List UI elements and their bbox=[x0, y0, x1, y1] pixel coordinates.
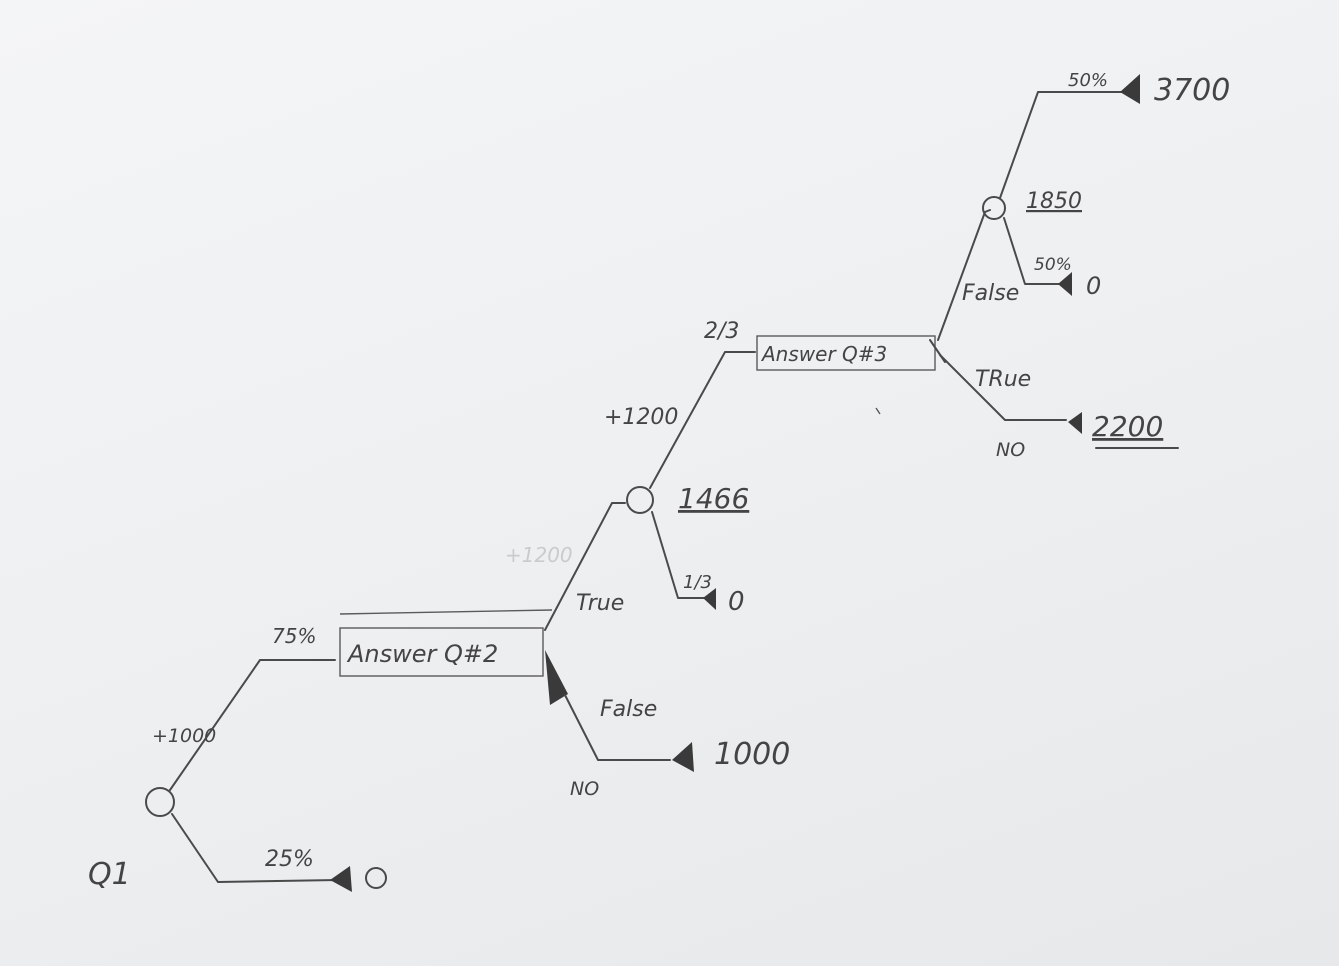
q2-chance-lower-branch bbox=[651, 511, 706, 599]
q2-true-branch bbox=[544, 502, 626, 631]
q2-up-prob: 2/3 bbox=[704, 319, 739, 344]
ghost-reward-label: +1200 bbox=[505, 543, 573, 567]
q3-false-branch bbox=[937, 209, 991, 341]
stray-mark bbox=[875, 407, 881, 415]
q2-false-label: False bbox=[600, 697, 657, 722]
q1-chance-node bbox=[145, 787, 175, 817]
q2-lose-terminal-icon bbox=[703, 588, 716, 610]
q2-up-reward: +1200 bbox=[604, 405, 678, 430]
q3-win-value: 3700 bbox=[1154, 73, 1230, 108]
q3-lose-terminal-icon bbox=[1058, 272, 1072, 296]
q2-down-prob: 1/3 bbox=[683, 572, 712, 593]
q2-no-label: NO bbox=[570, 778, 599, 800]
q2-chance-value: 1466 bbox=[678, 482, 749, 515]
q2-true-label: True bbox=[576, 591, 624, 616]
q3-true-label: TRue bbox=[975, 367, 1031, 392]
q3-chance-upper-branch bbox=[999, 91, 1125, 199]
answer-q2-label: Answer Q#2 bbox=[346, 640, 498, 668]
q1-up-reward: +1000 bbox=[152, 725, 216, 747]
q3-win-terminal-icon bbox=[1120, 74, 1140, 104]
answer-q2-box-top bbox=[339, 609, 553, 615]
q3-lose-value: 0 bbox=[1086, 272, 1101, 300]
q1-label: Q1 bbox=[88, 857, 131, 892]
q2-lose-value: 0 bbox=[728, 587, 745, 617]
q3-up-prob: 50% bbox=[1068, 70, 1108, 91]
q1-lose-terminal-icon bbox=[330, 866, 352, 892]
q2-stop-value: 1000 bbox=[714, 737, 790, 772]
q1-upper-branch bbox=[169, 659, 336, 791]
answer-q3-label: Answer Q#3 bbox=[760, 342, 887, 366]
q2-false-branch bbox=[564, 694, 671, 761]
q3-stop-terminal-icon bbox=[1068, 412, 1082, 434]
q2-chance-node bbox=[626, 486, 654, 514]
q3-chance-value: 1850 bbox=[1026, 189, 1082, 214]
q2-decision-marker bbox=[545, 650, 568, 705]
q1-down-prob: 25% bbox=[265, 847, 314, 872]
q3-down-prob: 50% bbox=[1034, 255, 1072, 275]
q1-lose-outcome bbox=[365, 867, 387, 889]
q1-up-prob: 75% bbox=[272, 624, 316, 648]
q3-true-branch bbox=[939, 354, 1067, 421]
q1-lower-branch bbox=[171, 813, 339, 883]
q3-no-label: NO bbox=[996, 439, 1025, 461]
q3-false-label: False bbox=[962, 281, 1019, 306]
q3-stop-value: 2200 bbox=[1092, 410, 1163, 443]
q3-chance-lower-branch bbox=[1003, 217, 1061, 285]
q2-chance-upper-branch bbox=[649, 351, 756, 489]
q3-chance-node bbox=[982, 196, 1006, 220]
answer-q3-box bbox=[756, 335, 936, 371]
q2-stop-terminal-icon bbox=[672, 742, 694, 772]
answer-q2-box bbox=[339, 627, 544, 677]
